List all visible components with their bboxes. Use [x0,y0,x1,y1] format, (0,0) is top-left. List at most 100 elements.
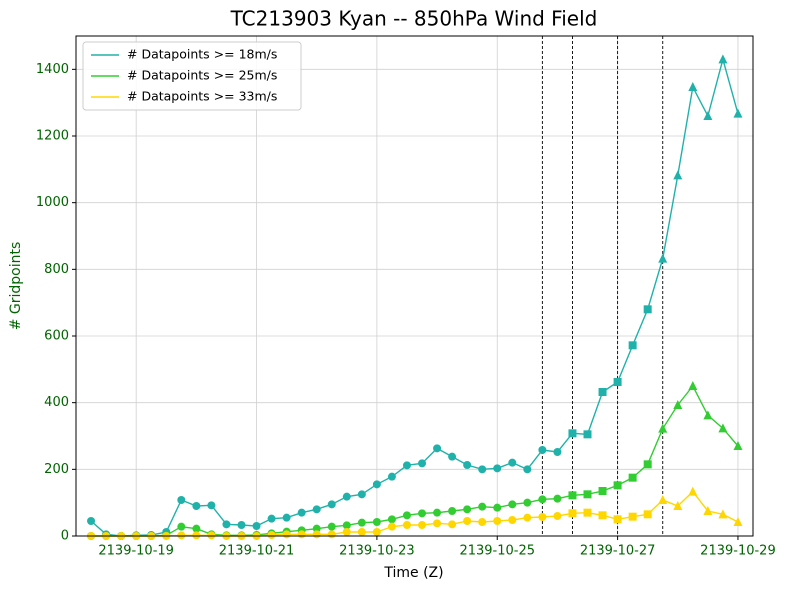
marker [493,503,502,512]
marker [372,528,381,536]
marker [252,522,261,530]
marker [598,511,607,520]
marker [282,513,291,522]
marker [553,448,562,456]
marker [222,520,231,529]
marker [493,464,502,473]
marker [643,510,652,519]
y-tick-label: 800 [44,262,69,277]
marker [583,508,592,517]
marker [613,378,622,386]
marker [553,512,562,520]
marker [658,253,668,263]
marker [207,501,216,510]
marker [192,531,201,540]
marker [643,460,652,469]
marker [402,521,411,529]
marker [613,481,622,490]
marker [538,513,547,521]
marker [718,54,728,64]
marker [463,505,472,514]
marker [342,521,351,530]
marker [733,108,743,118]
y-tick-label: 200 [44,462,69,477]
marker [372,480,381,489]
marker [177,496,186,504]
marker [448,520,457,529]
marker [628,512,637,521]
plot-frame [75,35,754,537]
marker [523,465,532,474]
marker [357,528,366,536]
marker [402,461,411,470]
x-tick-label: 2139-10-23 [339,544,415,559]
marker [372,518,381,526]
x-tick-label: 2139-10-27 [580,544,656,559]
marker [538,495,547,504]
marker [703,506,713,515]
marker [418,509,427,518]
marker [553,494,562,503]
marker [688,486,698,496]
y-tick-label: 1200 [36,129,69,144]
marker [478,502,487,511]
marker [357,490,366,499]
marker [357,518,366,527]
marker [523,498,532,507]
marker [433,444,442,453]
marker [523,513,532,522]
marker [342,492,351,501]
marker [312,505,321,514]
marker [478,465,487,474]
marker [688,82,698,91]
marker [297,508,306,517]
marker [327,500,336,509]
x-tick-label: 2139-10-19 [98,544,174,559]
marker [598,388,607,396]
x-tick-label: 2139-10-29 [700,544,776,559]
x-tick-label: 2139-10-21 [219,544,295,559]
marker [237,521,246,529]
chart-title: TC213903 Kyan -- 850hPa Wind Field [230,7,598,31]
marker [673,501,683,510]
marker [312,524,321,533]
marker [718,423,728,433]
marker [387,522,396,531]
marker [628,473,637,482]
legend-label: # Datapoints >= 25m/s [127,68,277,83]
marker [508,458,517,467]
marker [493,517,502,525]
marker [433,508,442,517]
marker [598,487,607,495]
marker [643,305,652,314]
marker [673,170,683,180]
marker [87,517,96,525]
marker [568,491,577,500]
y-tick-label: 1000 [36,195,69,210]
marker [478,518,487,526]
marker [703,111,713,120]
marker [387,515,396,524]
marker [718,509,728,519]
marker [583,430,592,439]
x-tick-label: 2139-10-25 [459,544,535,559]
marker [267,531,276,539]
marker [463,461,472,469]
marker [613,515,622,524]
marker [673,400,683,409]
marker [192,524,201,533]
y-tick-label: 400 [44,395,69,410]
marker [418,459,427,468]
marker [418,521,427,529]
marker [508,500,517,509]
y-tick-label: 600 [44,329,69,344]
marker [267,514,276,523]
marker [568,509,577,518]
marker [433,519,442,528]
marker [658,423,668,433]
marker [733,517,743,526]
marker [342,528,351,536]
marker [463,517,472,525]
legend-label: # Datapoints >= 18m/s [127,47,277,62]
marker [387,472,396,481]
